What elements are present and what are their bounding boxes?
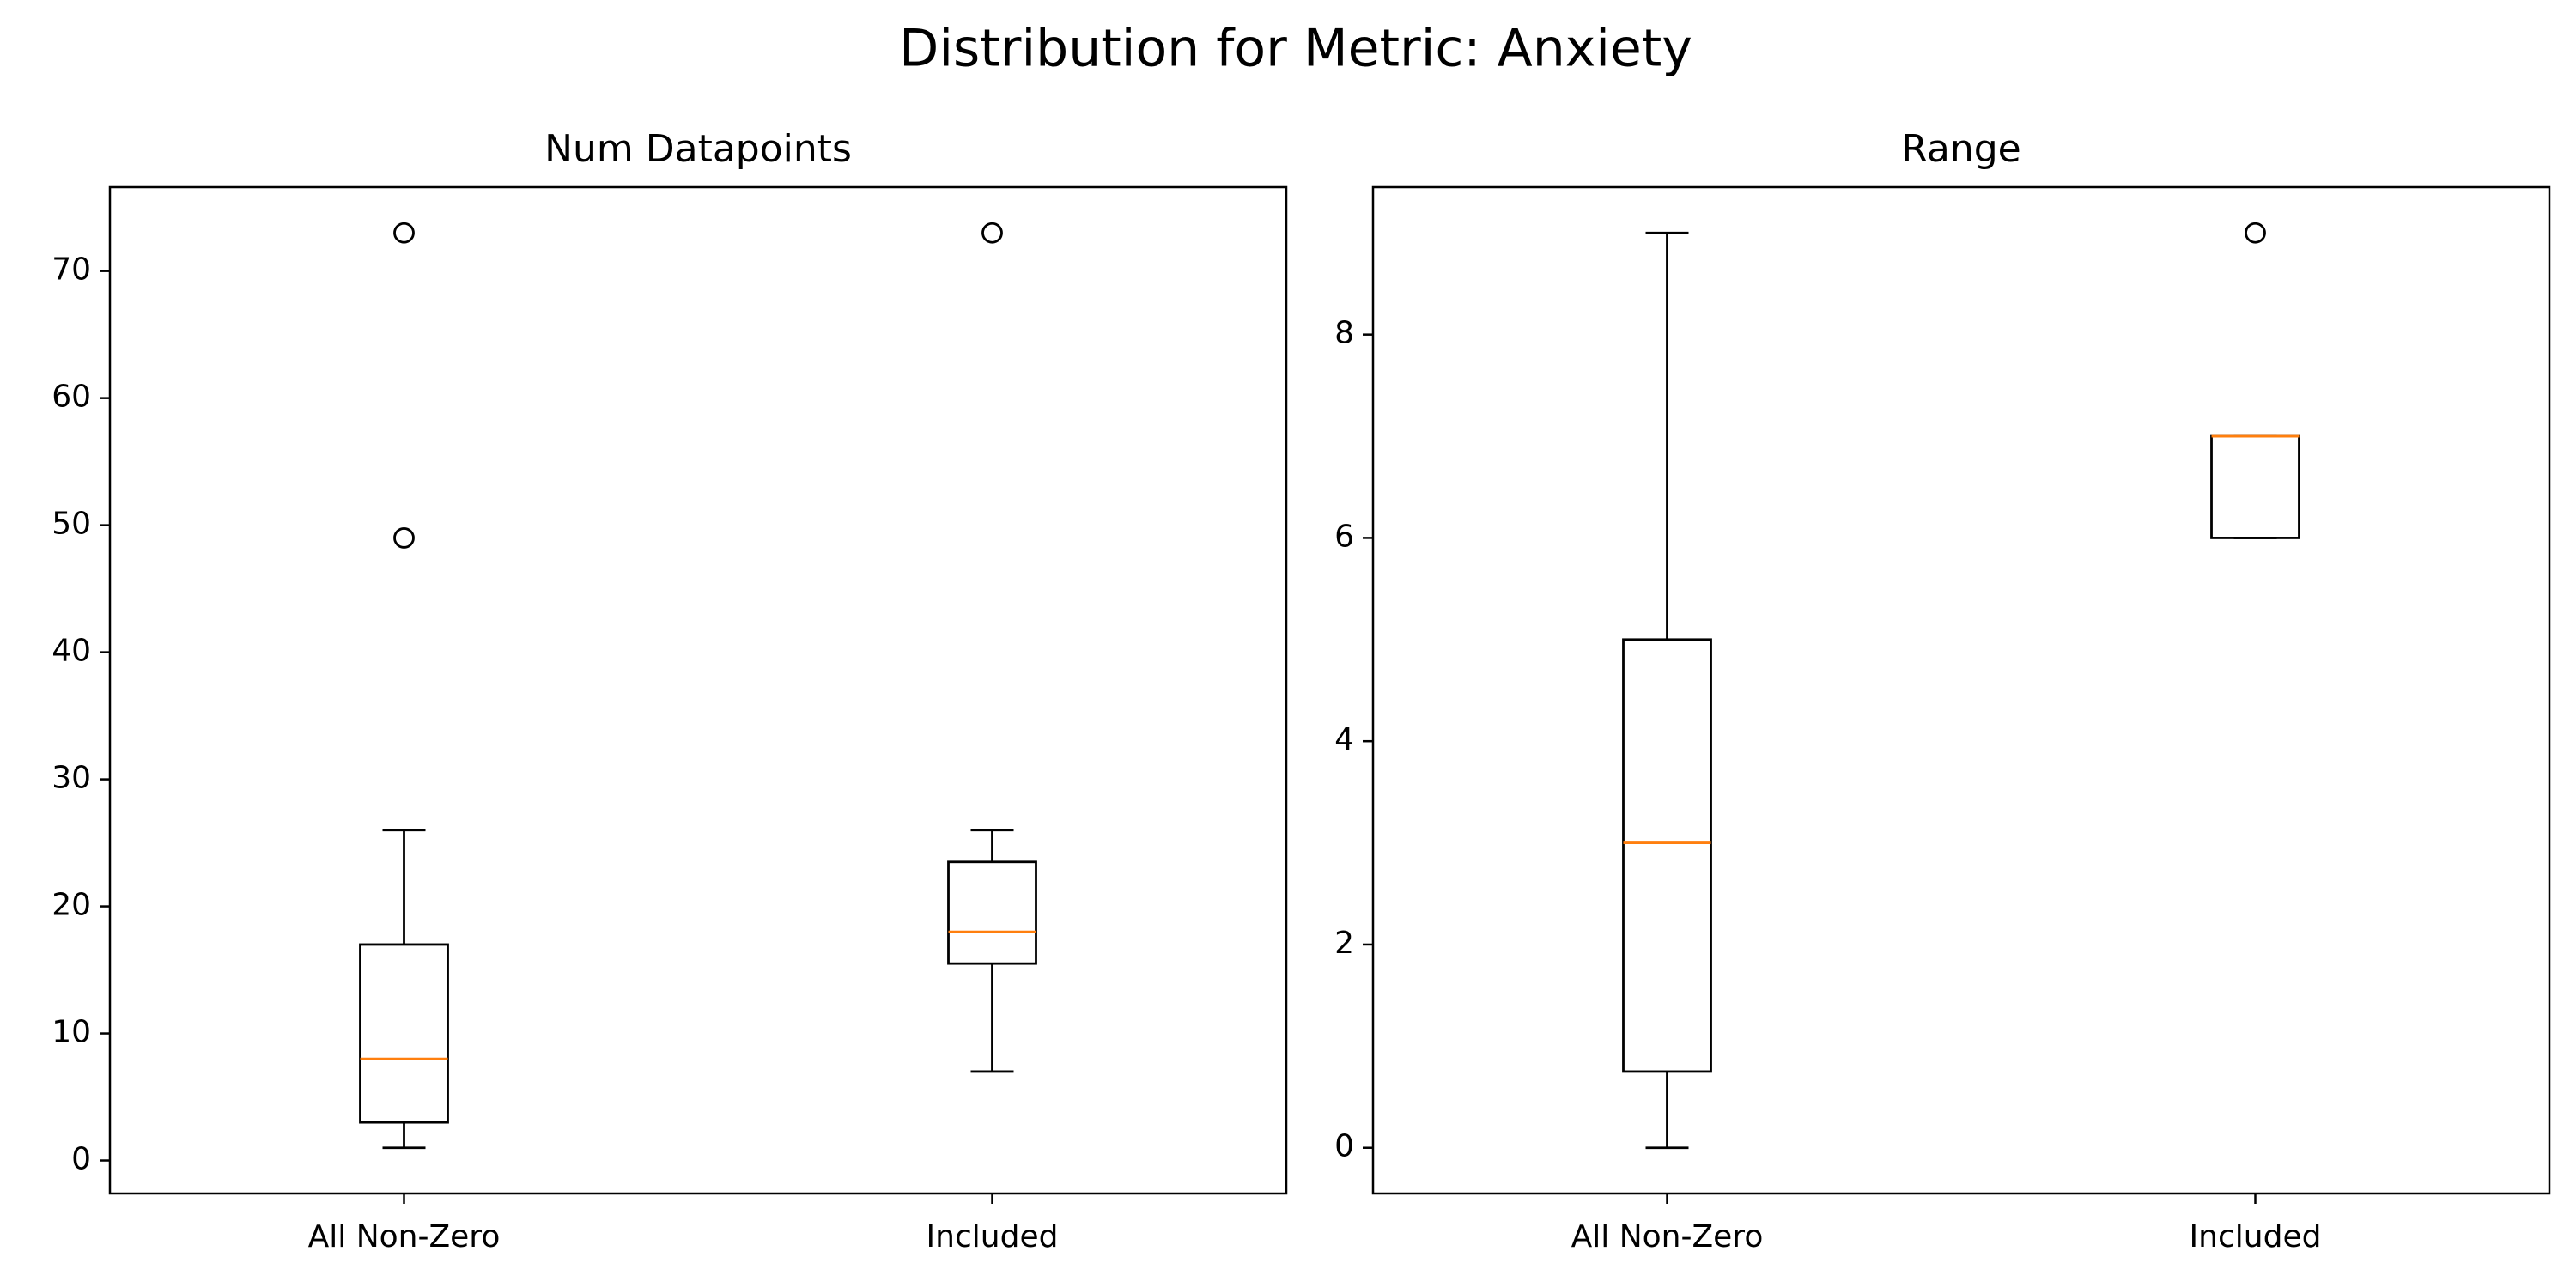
y-tick-label: 50 bbox=[52, 507, 91, 542]
y-tick-label: 30 bbox=[52, 761, 91, 796]
y-tick-label: 20 bbox=[52, 888, 91, 923]
y-tick-label: 8 bbox=[1334, 316, 1354, 351]
outlier-point bbox=[981, 222, 1003, 244]
plot-frame bbox=[1371, 185, 2551, 1195]
x-tick-label: All Non-Zero bbox=[1571, 1219, 1764, 1255]
x-tick-label: Included bbox=[927, 1219, 1059, 1255]
iqr-box bbox=[359, 943, 449, 1124]
box-plot-2 bbox=[2210, 222, 2300, 539]
subplot-title: Num Datapoints bbox=[544, 127, 852, 171]
subplot-1: Num Datapoints 0 10 20 30 40 50 60 70 All Non-Zer… bbox=[52, 127, 1288, 1255]
subplot-2: Range 0 2 4 6 8 All Non-Zero Included bbox=[1334, 127, 2551, 1255]
y-tick-label: 2 bbox=[1334, 926, 1354, 961]
x-tick-label: All Non-Zero bbox=[308, 1219, 501, 1255]
iqr-box bbox=[1622, 638, 1712, 1073]
iqr-box bbox=[947, 860, 1037, 965]
y-tick-label: 70 bbox=[52, 252, 91, 288]
y-tick-label: 10 bbox=[52, 1015, 91, 1050]
y-tick-label: 4 bbox=[1334, 722, 1354, 757]
y-tick-label: 0 bbox=[1334, 1129, 1354, 1164]
y-tick-label: 40 bbox=[52, 634, 91, 669]
outlier-point bbox=[393, 222, 415, 244]
y-tick-label: 60 bbox=[52, 380, 91, 415]
outlier-point bbox=[393, 527, 415, 549]
y-tick-label: 6 bbox=[1334, 519, 1354, 554]
outlier-point bbox=[2245, 222, 2266, 244]
box-plot-1 bbox=[359, 222, 449, 1150]
box-plot-1 bbox=[1622, 231, 1712, 1150]
box-plot-2 bbox=[947, 222, 1037, 1073]
subplot-title: Range bbox=[1901, 127, 2020, 171]
plot-frame bbox=[108, 185, 1288, 1195]
y-tick-label: 0 bbox=[71, 1142, 91, 1177]
figure-title: Distribution for Metric: Anxiety bbox=[899, 19, 1692, 79]
x-tick-label: Included bbox=[2190, 1219, 2322, 1255]
